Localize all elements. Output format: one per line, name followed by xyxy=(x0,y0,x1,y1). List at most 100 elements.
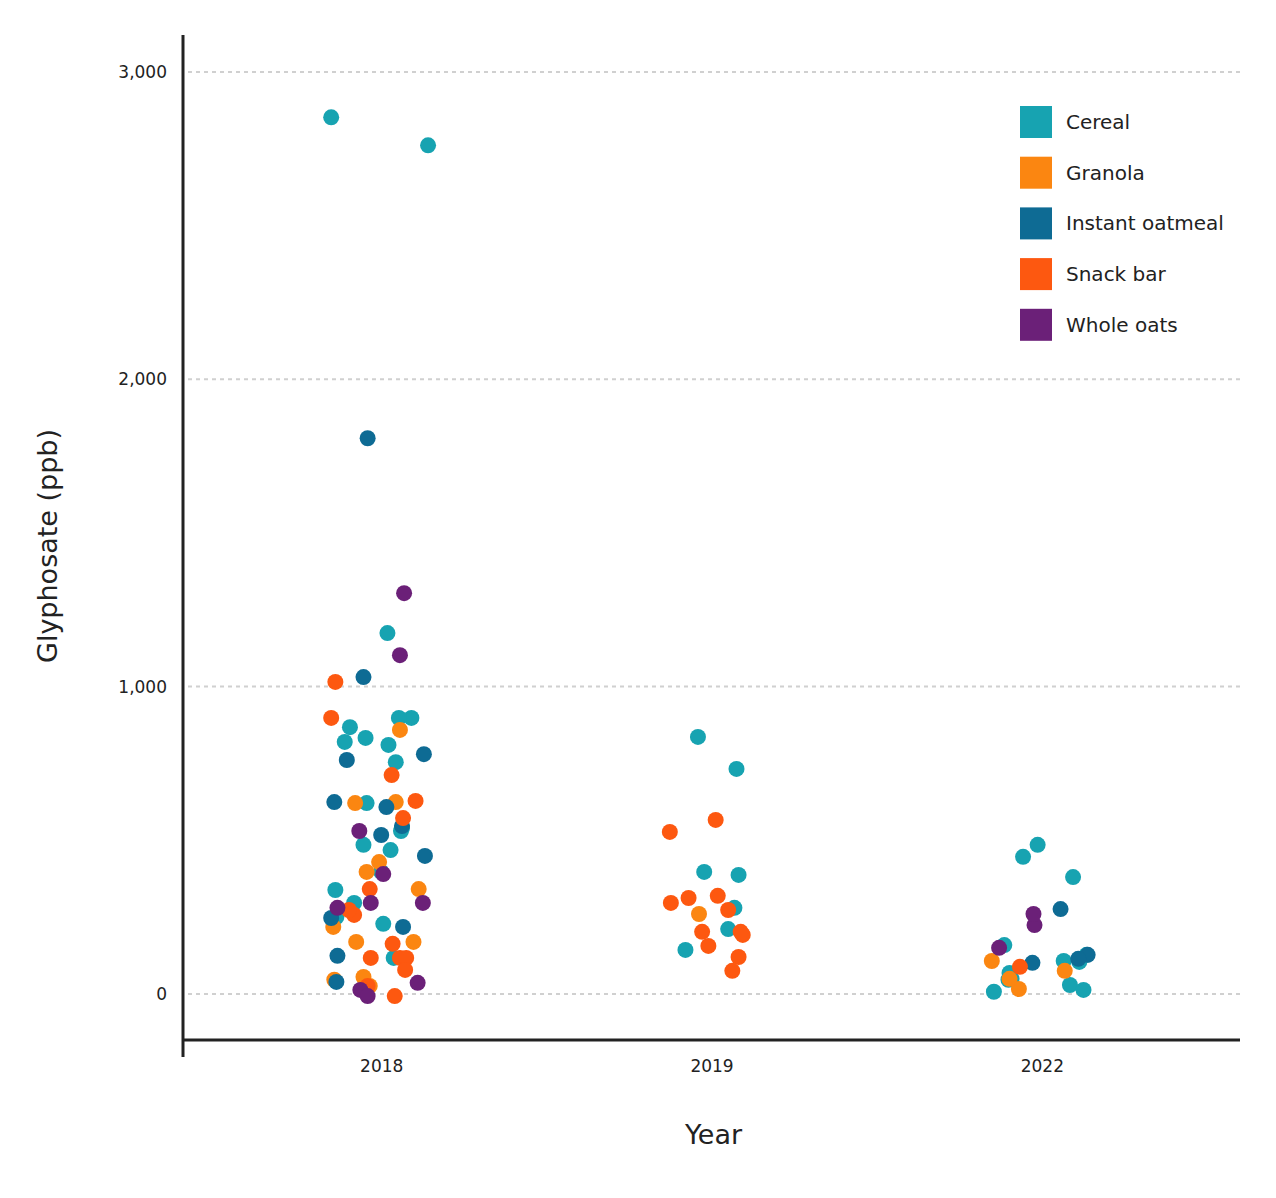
point xyxy=(1012,959,1028,975)
y-axis-line xyxy=(182,35,185,1057)
point xyxy=(663,895,679,911)
point xyxy=(360,988,376,1004)
point xyxy=(328,974,344,990)
point xyxy=(380,737,396,753)
point xyxy=(1053,901,1069,917)
point xyxy=(323,710,339,726)
points xyxy=(323,109,1095,1004)
point xyxy=(700,938,716,954)
point xyxy=(348,934,364,950)
point xyxy=(355,837,371,853)
point xyxy=(662,824,678,840)
point xyxy=(387,988,403,1004)
x-axis-title: Year xyxy=(684,1119,743,1150)
x-tick: 2022 xyxy=(1021,1040,1064,1076)
legend-swatch xyxy=(1020,207,1052,239)
chart: 0 1,000 2,000 3,000 2018 2019 2022 Year Glyphosa… xyxy=(0,0,1276,1198)
x-tick: 2018 xyxy=(360,1040,403,1076)
y-tick: 3,000 xyxy=(118,62,183,82)
point xyxy=(690,729,706,745)
point xyxy=(351,823,367,839)
x-axis-line xyxy=(183,1039,1240,1042)
point xyxy=(327,882,343,898)
point xyxy=(1075,982,1091,998)
point xyxy=(397,962,413,978)
point xyxy=(416,746,432,762)
point xyxy=(1015,849,1031,865)
y-tick: 0 xyxy=(156,984,183,1004)
y-tick-label: 0 xyxy=(156,984,167,1004)
point xyxy=(355,669,371,685)
point xyxy=(720,902,736,918)
point xyxy=(1030,837,1046,853)
y-tick: 1,000 xyxy=(118,676,183,696)
point xyxy=(1057,963,1073,979)
point xyxy=(362,881,378,897)
point xyxy=(731,949,747,965)
legend-item: Granola xyxy=(1020,157,1145,189)
point xyxy=(378,799,394,815)
point xyxy=(337,734,353,750)
y-axis: 0 1,000 2,000 3,000 xyxy=(118,35,183,1057)
legend-label: Cereal xyxy=(1066,110,1130,134)
x-tick-label: 2018 xyxy=(360,1056,403,1076)
point xyxy=(392,647,408,663)
point xyxy=(383,842,399,858)
point xyxy=(694,924,710,940)
grid-line xyxy=(188,378,1240,380)
point xyxy=(1065,869,1081,885)
point xyxy=(359,864,375,880)
point xyxy=(363,950,379,966)
point xyxy=(405,934,421,950)
point xyxy=(396,585,412,601)
point xyxy=(329,900,345,916)
legend-swatch xyxy=(1020,157,1052,189)
point xyxy=(358,730,374,746)
point xyxy=(677,942,693,958)
legend-label: Instant oatmeal xyxy=(1066,211,1224,235)
point xyxy=(347,795,363,811)
point xyxy=(991,940,1007,956)
point xyxy=(363,895,379,911)
point xyxy=(729,761,745,777)
legend-label: Whole oats xyxy=(1066,313,1178,337)
point xyxy=(691,906,707,922)
grid xyxy=(188,72,1240,994)
legend-label: Granola xyxy=(1066,161,1145,185)
point xyxy=(379,625,395,641)
point xyxy=(392,722,408,738)
point xyxy=(724,963,740,979)
point xyxy=(731,867,747,883)
point xyxy=(735,927,751,943)
x-tick-label: 2019 xyxy=(690,1056,733,1076)
point xyxy=(360,430,376,446)
point xyxy=(420,137,436,153)
point xyxy=(375,916,391,932)
point xyxy=(986,984,1002,1000)
point xyxy=(708,812,724,828)
point xyxy=(384,767,400,783)
y-tick-label: 2,000 xyxy=(118,369,167,389)
point xyxy=(339,752,355,768)
point xyxy=(710,888,726,904)
x-tick-label: 2022 xyxy=(1021,1056,1064,1076)
legend: Cereal Granola Instant oatmeal Snack bar Who… xyxy=(1020,106,1224,341)
legend-item: Instant oatmeal xyxy=(1020,207,1224,239)
x-tick: 2019 xyxy=(690,1040,733,1076)
legend-swatch xyxy=(1020,258,1052,290)
point xyxy=(1025,906,1041,922)
legend-item: Whole oats xyxy=(1020,309,1178,341)
point xyxy=(395,919,411,935)
y-axis-title: Glyphosate (ppb) xyxy=(32,429,63,663)
legend-item: Cereal xyxy=(1020,106,1130,138)
point xyxy=(327,674,343,690)
legend-swatch xyxy=(1020,309,1052,341)
point xyxy=(415,895,431,911)
point xyxy=(342,719,358,735)
grid-line xyxy=(188,71,1240,73)
legend-label: Snack bar xyxy=(1066,262,1167,286)
point xyxy=(385,936,401,952)
x-axis: 2018 2019 2022 xyxy=(183,1040,1240,1076)
point xyxy=(323,109,339,125)
point xyxy=(417,848,433,864)
